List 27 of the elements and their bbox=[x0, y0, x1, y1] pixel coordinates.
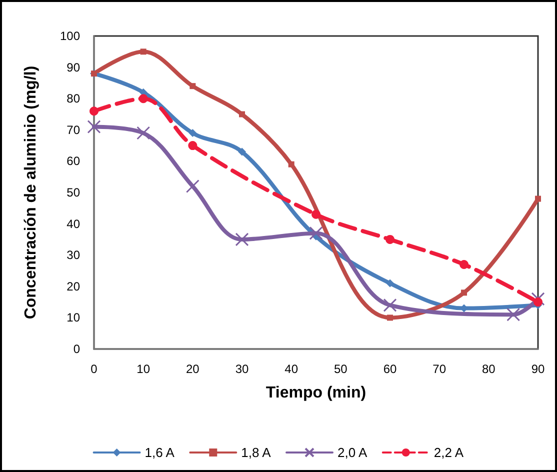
x-tick-label: 20 bbox=[186, 362, 200, 376]
x-tick-label: 70 bbox=[432, 362, 446, 376]
y-tick-label: 20 bbox=[66, 279, 80, 294]
y-tick-label: 80 bbox=[66, 92, 80, 106]
legend-label: 1,6 A bbox=[144, 445, 175, 460]
y-axis-title: Concentración de aluminio (mg/l) bbox=[22, 66, 40, 320]
x-tick-label: 90 bbox=[531, 362, 545, 376]
x-tick-label: 40 bbox=[284, 362, 298, 376]
x-tick-label: 60 bbox=[383, 362, 397, 376]
legend-label: 2,0 A bbox=[338, 445, 368, 460]
legend-label: 2,2 A bbox=[434, 445, 464, 460]
y-tick-label: 30 bbox=[66, 248, 80, 262]
x-axis-title: Tiempo (min) bbox=[266, 384, 366, 402]
x-tick-label: 10 bbox=[136, 362, 150, 376]
x-tick-label: 50 bbox=[334, 362, 348, 376]
x-tick-label: 80 bbox=[482, 362, 496, 376]
y-tick-label: 40 bbox=[66, 216, 80, 231]
y-tick-label: 70 bbox=[66, 122, 80, 137]
y-tick-label: 60 bbox=[66, 154, 80, 168]
y-tick-label: 50 bbox=[66, 186, 80, 200]
y-tick-label: 90 bbox=[66, 60, 80, 74]
x-tick-label: 30 bbox=[235, 362, 249, 376]
y-tick-label: 10 bbox=[66, 310, 80, 325]
y-tick-label: 100 bbox=[60, 29, 80, 43]
x-tick-label: 0 bbox=[90, 362, 98, 376]
y-tick-label: 0 bbox=[73, 342, 80, 356]
legend-label: 1,8 A bbox=[241, 445, 272, 460]
